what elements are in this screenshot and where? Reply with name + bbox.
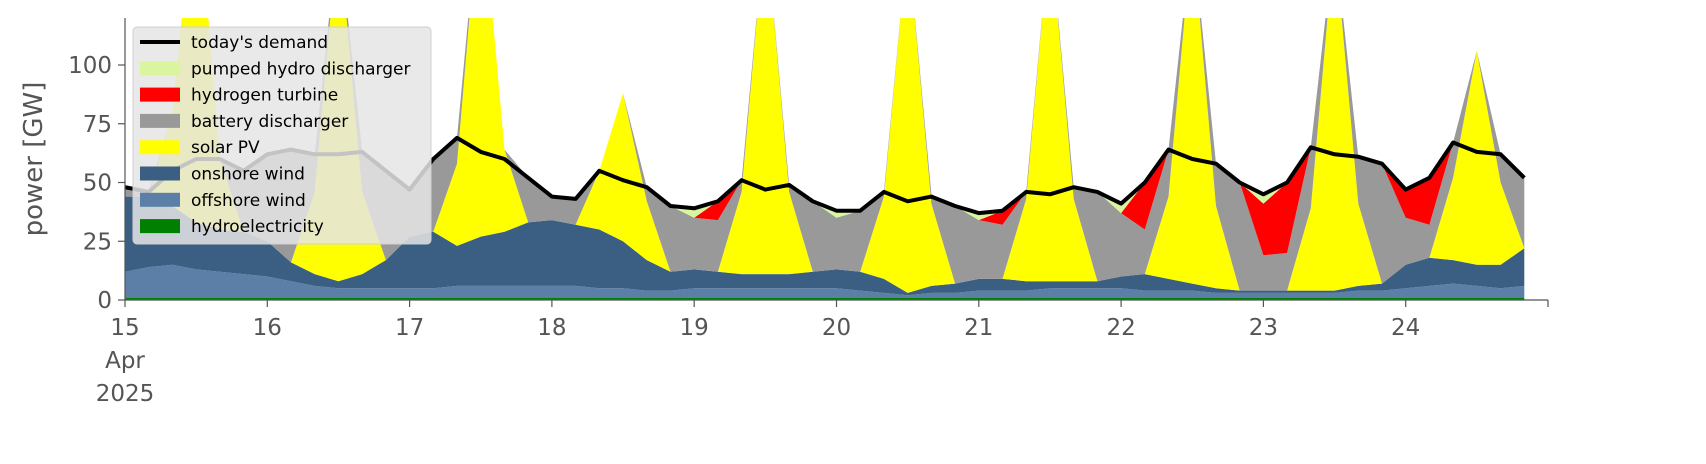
legend-swatch <box>140 87 180 102</box>
y-tick-label: 75 <box>83 112 112 138</box>
legend-swatch <box>140 113 180 128</box>
legend-label: offshore wind <box>191 191 306 211</box>
area <box>125 18 1525 291</box>
legend-label: today's demand <box>191 33 328 53</box>
x-tick-label: 21 <box>964 315 993 341</box>
legend-box <box>132 26 432 245</box>
y-tick-label: 100 <box>68 53 112 79</box>
y-tick-label: 50 <box>83 171 112 197</box>
legend-label: hydroelectricity <box>191 217 324 237</box>
x-tick-label: 16 <box>253 315 282 341</box>
x-tick-label: 2025 <box>96 381 155 407</box>
legend-label: onshore wind <box>191 165 305 185</box>
legend-swatch <box>140 140 180 155</box>
legend-label: solar PV <box>191 138 260 158</box>
x-tick-label: 22 <box>1106 315 1135 341</box>
legend-label: pumped hydro discharger <box>191 59 410 79</box>
x-tick-label: 18 <box>537 315 566 341</box>
legend-label: battery discharger <box>191 112 348 132</box>
legend-swatch <box>140 61 180 76</box>
legend: today's demand pumped hydro discharger hyd… <box>132 26 432 245</box>
x-tick-label: 20 <box>822 315 851 341</box>
x-tick-label: Apr <box>105 348 145 374</box>
x-tick-label: 15 <box>110 315 139 341</box>
area <box>125 18 1525 293</box>
legend-label: hydrogen turbine <box>191 86 338 106</box>
legend-swatch <box>140 192 180 207</box>
x-tick-label: 19 <box>680 315 709 341</box>
area <box>125 196 1525 296</box>
y-axis-label: power [GW] <box>19 82 49 237</box>
legend-swatch <box>140 166 180 181</box>
y-tick-label: 0 <box>97 288 112 314</box>
area <box>125 264 1525 298</box>
x-tick-label: 24 <box>1391 315 1420 341</box>
x-tick-label: 23 <box>1249 315 1278 341</box>
x-tick-label: 17 <box>395 315 424 341</box>
legend-swatch <box>140 219 180 234</box>
y-tick-label: 25 <box>83 229 112 255</box>
